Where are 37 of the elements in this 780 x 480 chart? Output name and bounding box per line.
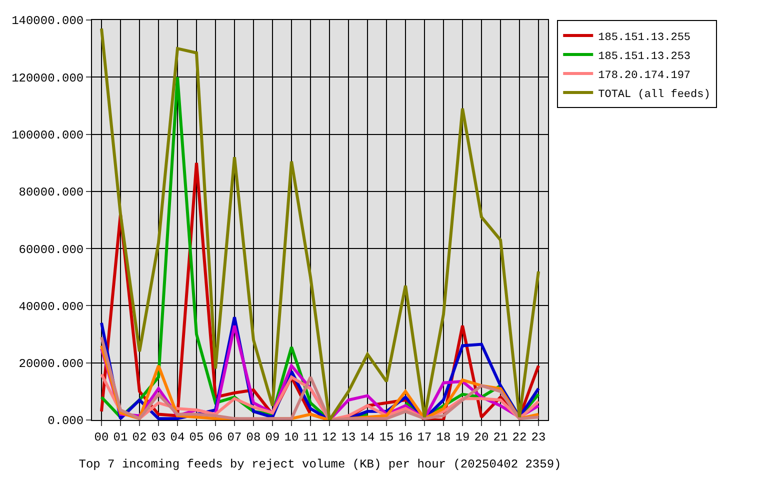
legend-label: 185.151.13.255 bbox=[598, 32, 691, 44]
x-tick-label: 11 bbox=[303, 430, 318, 444]
x-tick-label: 01 bbox=[113, 430, 128, 444]
y-tick-label: 120000.000 bbox=[12, 71, 84, 86]
x-tick-label: 08 bbox=[246, 430, 261, 444]
y-tick-label: 60000.000 bbox=[18, 242, 84, 257]
x-axis-title: Top 7 incoming feeds by reject volume (KB) per hour (20250402 2359) bbox=[78, 457, 562, 472]
x-tick-label: 19 bbox=[455, 430, 470, 444]
y-tick-label: 80000.000 bbox=[18, 186, 84, 200]
y-tick-label: 0.000 bbox=[48, 414, 84, 428]
x-tick-label: 16 bbox=[398, 430, 413, 444]
x-tick-label: 02 bbox=[132, 430, 147, 444]
x-tick-label: 09 bbox=[265, 430, 280, 444]
y-tick-label: 100000.000 bbox=[12, 128, 84, 142]
legend-label: TOTAL (all feeds) bbox=[598, 88, 710, 101]
y-tick-label: 40000.000 bbox=[18, 300, 84, 314]
x-tick-label: 10 bbox=[284, 430, 299, 444]
x-tick-label: 04 bbox=[170, 430, 185, 444]
x-tick-label: 14 bbox=[360, 430, 375, 444]
x-tick-label: 03 bbox=[151, 430, 166, 444]
y-tick-label: 20000.000 bbox=[18, 357, 84, 372]
y-tick-label: 140000.000 bbox=[12, 14, 84, 28]
x-tick-label: 12 bbox=[322, 430, 337, 444]
legend-label: 178.20.174.197 bbox=[598, 70, 691, 82]
legend-label: 185.151.13.253 bbox=[598, 50, 691, 63]
x-tick-label: 06 bbox=[208, 430, 223, 444]
x-tick-label: 00 bbox=[94, 430, 109, 444]
x-tick-label: 21 bbox=[493, 430, 508, 444]
x-tick-label: 07 bbox=[227, 430, 242, 444]
x-tick-label: 20 bbox=[474, 430, 489, 444]
x-tick-label: 15 bbox=[379, 430, 394, 444]
x-tick-label: 05 bbox=[189, 430, 204, 444]
x-tick-label: 23 bbox=[531, 430, 546, 444]
x-tick-label: 22 bbox=[512, 430, 527, 444]
x-tick-label: 13 bbox=[341, 430, 356, 444]
x-tick-label: 18 bbox=[436, 430, 451, 444]
x-tick-label: 17 bbox=[417, 430, 432, 444]
